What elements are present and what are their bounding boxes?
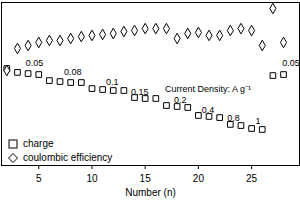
svg-text:Current Density: A g⁻¹: Current Density: A g⁻¹ <box>165 84 251 94</box>
svg-text:10: 10 <box>86 173 98 184</box>
html-text:coulombic efficiency: coulombic efficiency <box>23 152 113 163</box>
html-text:charge: charge <box>23 138 54 149</box>
svg-text:0.1: 0.1 <box>106 77 119 87</box>
svg-text:0.08: 0.08 <box>64 67 82 77</box>
svg-text:0.15: 0.15 <box>131 87 149 97</box>
svg-text:20: 20 <box>193 173 205 184</box>
svg-text:15: 15 <box>140 173 152 184</box>
svg-text:0.4: 0.4 <box>202 105 215 115</box>
svg-text:Number (n): Number (n) <box>125 187 176 198</box>
svg-text:0.05: 0.05 <box>282 58 300 68</box>
svg-text:0.05: 0.05 <box>26 58 44 68</box>
svg-text:0.8: 0.8 <box>227 113 240 123</box>
svg-text:1: 1 <box>255 116 260 126</box>
svg-text:0.2: 0.2 <box>174 95 187 105</box>
svg-text:25: 25 <box>246 173 258 184</box>
svg-text:5: 5 <box>36 173 42 184</box>
